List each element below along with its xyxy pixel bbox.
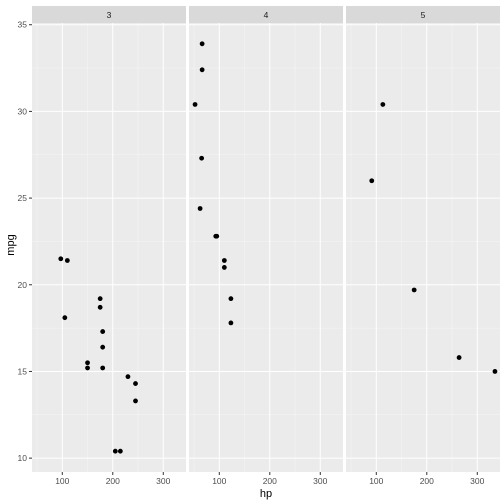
facet-strip-label: 3	[107, 10, 112, 20]
data-point	[411, 287, 417, 293]
data-point	[97, 296, 103, 302]
x-tick-label: 300	[313, 476, 327, 486]
data-point	[214, 233, 220, 239]
data-point	[197, 206, 203, 211]
data-point	[133, 398, 138, 404]
panel-background	[346, 23, 500, 472]
data-point	[100, 365, 106, 371]
data-point	[100, 344, 106, 350]
y-tick-label: 15	[18, 366, 28, 376]
y-tick-label: 35	[18, 20, 28, 30]
facet-strip	[346, 6, 500, 23]
data-point	[192, 102, 198, 107]
x-tick-label: 200	[263, 476, 277, 486]
x-tick-label: 200	[106, 476, 120, 486]
data-point	[221, 258, 227, 263]
x-tick-label: 300	[156, 476, 170, 486]
data-point	[228, 296, 234, 302]
data-point	[64, 258, 70, 263]
x-tick-label: 300	[470, 476, 484, 486]
facet-strip	[32, 6, 186, 23]
data-point	[380, 102, 386, 107]
facet-strip	[189, 6, 343, 23]
panel-background	[189, 23, 343, 472]
data-point	[100, 329, 106, 334]
x-tick-label: 100	[212, 476, 226, 486]
data-point	[492, 369, 498, 374]
data-point	[97, 304, 103, 310]
facet-strip-label: 5	[421, 10, 426, 20]
x-tick-label: 200	[420, 476, 434, 486]
y-tick-label: 25	[18, 193, 28, 203]
data-point	[199, 67, 205, 73]
data-point	[125, 374, 131, 380]
data-point	[58, 256, 64, 262]
y-tick-label: 20	[18, 280, 28, 290]
data-point	[62, 315, 68, 321]
data-point	[85, 360, 90, 366]
x-tick-label: 100	[55, 476, 69, 486]
data-point	[221, 265, 227, 270]
data-point	[117, 448, 123, 454]
data-point	[199, 41, 205, 47]
data-point	[456, 355, 462, 360]
data-point	[133, 381, 138, 386]
x-axis-title: hp	[260, 488, 272, 500]
y-axis-title: mpg	[5, 234, 17, 255]
panel-background	[32, 23, 186, 472]
y-tick-label: 10	[18, 453, 28, 463]
x-tick-label: 100	[369, 476, 383, 486]
data-point	[228, 320, 234, 326]
data-point	[112, 448, 118, 454]
data-point	[199, 155, 205, 161]
data-point	[85, 365, 90, 371]
facet-strip-label: 4	[264, 10, 269, 20]
data-point	[369, 178, 375, 184]
y-tick-label: 30	[18, 106, 28, 116]
